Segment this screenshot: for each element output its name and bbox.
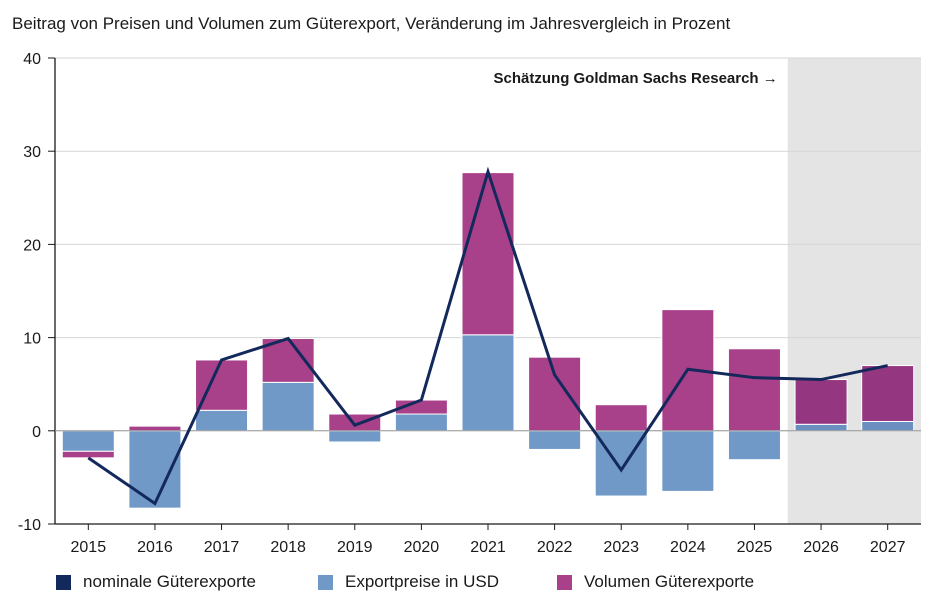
bar-volumen-güterexporte-2019 xyxy=(328,413,382,432)
bar-exportpreise-in-usd-2015 xyxy=(61,430,115,452)
legend-swatch-exportpreise xyxy=(318,574,333,590)
x-tick-label-2021: 2021 xyxy=(470,539,506,556)
x-tick-label-2022: 2022 xyxy=(537,539,573,556)
y-tick-label: 10 xyxy=(23,331,41,348)
x-tick-label-2015: 2015 xyxy=(71,539,107,556)
y-tick-label: 20 xyxy=(23,237,41,254)
bar-volumen-güterexporte-2027 xyxy=(861,365,915,422)
x-tick-label-2020: 2020 xyxy=(404,539,440,556)
x-tick-label-2024: 2024 xyxy=(670,539,706,556)
legend-label-volumen: Volumen Güterexporte xyxy=(584,572,755,591)
legend-swatch-volumen xyxy=(557,574,572,590)
x-tick-label-2019: 2019 xyxy=(337,539,373,556)
legend: nominale Güterexporte Exportpreise in US… xyxy=(0,572,941,594)
bar-volumen-güterexporte-2017 xyxy=(195,359,249,411)
chart-title: Beitrag von Preisen und Volumen zum Güte… xyxy=(12,14,731,33)
bar-volumen-güterexporte-2025 xyxy=(727,348,781,432)
bar-volumen-güterexporte-2026 xyxy=(794,379,848,425)
bar-volumen-güterexporte-2016 xyxy=(128,425,182,432)
legend-label-nominal: nominale Güterexporte xyxy=(83,572,256,591)
legend-item-volumen: Volumen Güterexporte xyxy=(557,572,754,592)
bar-volumen-güterexporte-2021 xyxy=(461,172,515,336)
legend-item-exportpreise: Exportpreise in USD xyxy=(318,572,499,592)
bars xyxy=(61,172,915,509)
bar-exportpreise-in-usd-2017 xyxy=(195,409,249,432)
y-tick-label: -10 xyxy=(18,517,41,534)
y-tick-label: 40 xyxy=(23,51,41,68)
bar-exportpreise-in-usd-2020 xyxy=(394,413,448,432)
line-nominale-gueterexporte xyxy=(87,166,889,506)
legend-item-nominal: nominale Güterexporte xyxy=(56,572,256,592)
y-tick-label: 30 xyxy=(23,144,41,161)
line-series xyxy=(87,166,889,506)
x-tick-label-2025: 2025 xyxy=(737,539,773,556)
bar-exportpreise-in-usd-2027 xyxy=(861,420,915,432)
axes xyxy=(48,57,921,530)
x-tick-label-2026: 2026 xyxy=(803,539,839,556)
x-tick-label-2017: 2017 xyxy=(204,539,240,556)
bar-exportpreise-in-usd-2026 xyxy=(794,423,848,432)
bar-volumen-güterexporte-2015 xyxy=(61,450,115,459)
bar-volumen-güterexporte-2023 xyxy=(594,404,648,432)
bar-exportpreise-in-usd-2022 xyxy=(528,430,582,450)
forecast-annotation: Schätzung Goldman Sachs Research → xyxy=(494,70,778,87)
tick-labels: -10 0 10 20 30 40 2015 2016 2017 2018 2019 2020 2021… xyxy=(18,51,906,556)
x-tick-label-2018: 2018 xyxy=(270,539,306,556)
bar-volumen-güterexporte-2022 xyxy=(528,356,582,432)
y-tick-label: 0 xyxy=(32,424,41,441)
x-tick-label-2023: 2023 xyxy=(603,539,639,556)
bar-exportpreise-in-usd-2021 xyxy=(461,334,515,432)
bar-exportpreise-in-usd-2016 xyxy=(128,430,182,509)
bar-exportpreise-in-usd-2018 xyxy=(261,381,315,432)
legend-swatch-nominal xyxy=(56,574,71,590)
bar-exportpreise-in-usd-2025 xyxy=(727,430,781,461)
x-tick-label-2027: 2027 xyxy=(870,539,906,556)
forecast-shading xyxy=(787,58,921,524)
x-tick-label-2016: 2016 xyxy=(137,539,173,556)
forecast-shade xyxy=(787,58,921,524)
bar-exportpreise-in-usd-2024 xyxy=(661,430,715,492)
bar-exportpreise-in-usd-2019 xyxy=(328,430,382,443)
legend-label-exportpreise: Exportpreise in USD xyxy=(345,572,500,591)
